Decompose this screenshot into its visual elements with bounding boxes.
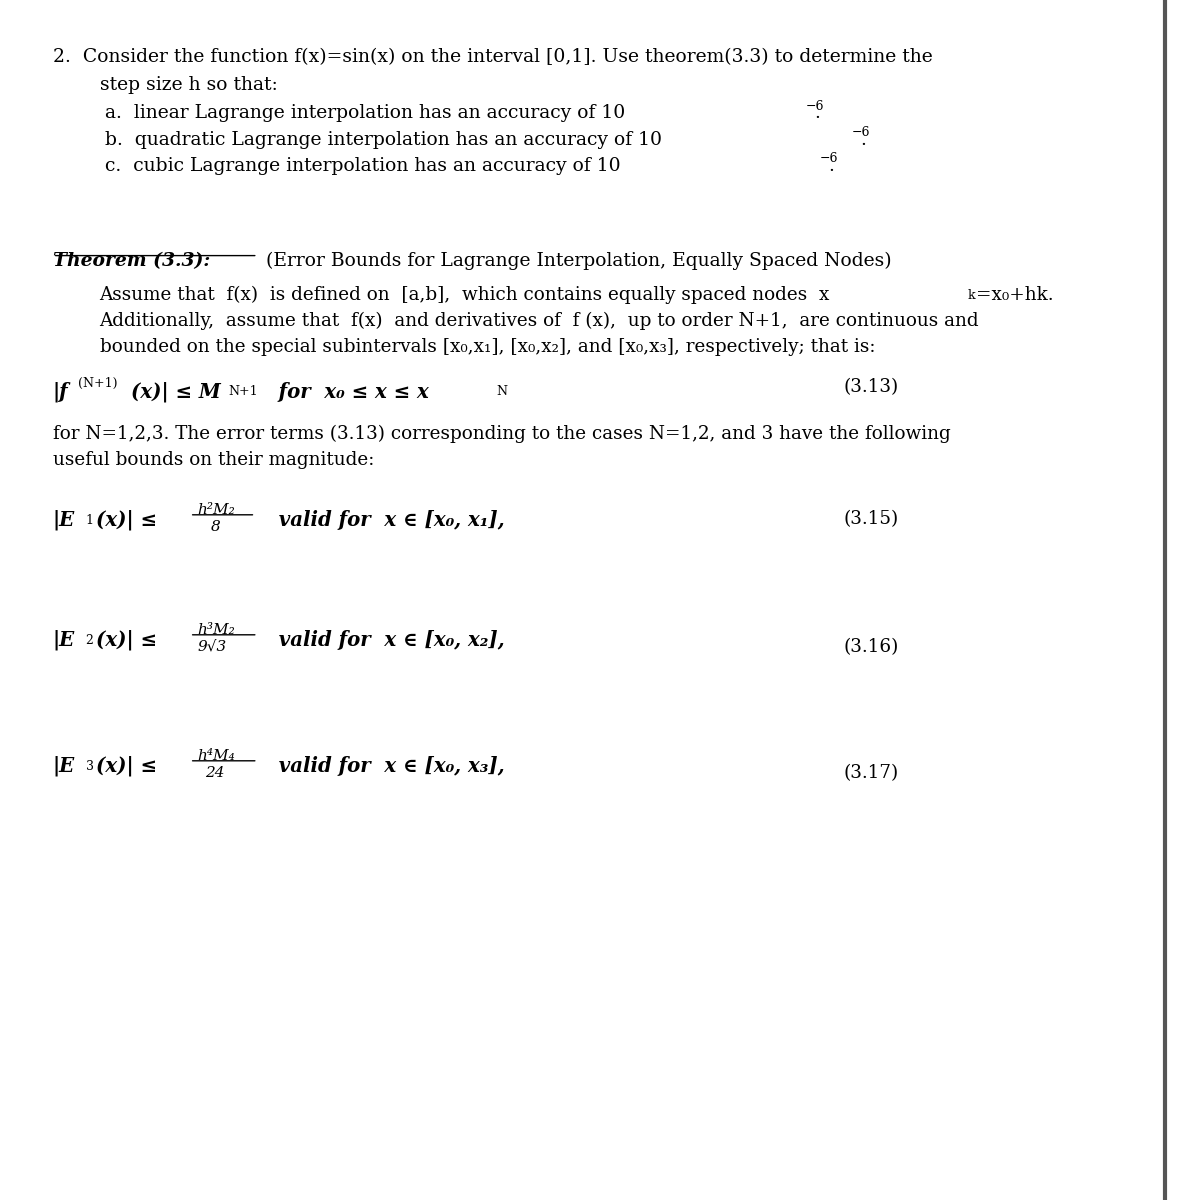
Text: −6: −6 xyxy=(806,100,824,113)
Text: =x₀+hk.: =x₀+hk. xyxy=(976,286,1054,304)
Text: |E: |E xyxy=(53,630,74,650)
Text: N+1: N+1 xyxy=(228,385,258,398)
Text: −6: −6 xyxy=(820,152,839,166)
Text: (x)| ≤: (x)| ≤ xyxy=(96,510,157,530)
Text: for N=1,2,3. The error terms (3.13) corresponding to the cases N=1,2, and 3 have: for N=1,2,3. The error terms (3.13) corr… xyxy=(53,425,950,443)
Text: (3.16): (3.16) xyxy=(844,638,899,656)
Text: (x)| ≤: (x)| ≤ xyxy=(96,756,157,776)
Text: |f: |f xyxy=(53,382,68,402)
Text: 8: 8 xyxy=(211,520,221,534)
Text: (Error Bounds for Lagrange Interpolation, Equally Spaced Nodes): (Error Bounds for Lagrange Interpolation… xyxy=(260,252,892,270)
Text: (x)| ≤: (x)| ≤ xyxy=(96,630,157,650)
Text: b.  quadratic Lagrange interpolation has an accuracy of 10: b. quadratic Lagrange interpolation has … xyxy=(106,131,662,149)
Text: 3: 3 xyxy=(85,760,94,773)
Text: h⁴M₄: h⁴M₄ xyxy=(197,749,234,763)
Text: (N+1): (N+1) xyxy=(78,377,118,390)
Text: .: . xyxy=(814,104,820,122)
Text: Additionally,  assume that  f(x)  and derivatives of  f (x),  up to order N+1,  : Additionally, assume that f(x) and deriv… xyxy=(100,312,979,330)
Text: |E: |E xyxy=(53,510,74,530)
Text: .: . xyxy=(859,131,865,149)
Text: (3.13): (3.13) xyxy=(844,378,899,396)
Text: (3.15): (3.15) xyxy=(844,510,899,528)
Text: (3.17): (3.17) xyxy=(844,764,899,782)
Text: |E: |E xyxy=(53,756,74,776)
Text: k: k xyxy=(967,289,976,302)
Text: bounded on the special subintervals [x₀,x₁], [x₀,x₂], and [x₀,x₃], respectively;: bounded on the special subintervals [x₀,… xyxy=(100,338,875,356)
Text: step size h so that:: step size h so that: xyxy=(100,76,277,94)
Text: 9√3: 9√3 xyxy=(198,640,227,654)
Text: 2: 2 xyxy=(85,634,94,647)
Text: for  x₀ ≤ x ≤ x: for x₀ ≤ x ≤ x xyxy=(258,382,428,402)
Text: −6: −6 xyxy=(852,126,870,139)
Text: h³M₂: h³M₂ xyxy=(197,623,234,637)
Text: Assume that  f(x)  is defined on  [a,b],  which contains equally spaced nodes  x: Assume that f(x) is defined on [a,b], wh… xyxy=(100,286,830,304)
Text: c.  cubic Lagrange interpolation has an accuracy of 10: c. cubic Lagrange interpolation has an a… xyxy=(106,157,622,175)
Text: valid for  x ∈ [x₀, x₁],: valid for x ∈ [x₀, x₁], xyxy=(265,510,504,530)
Text: Theorem (3.3):: Theorem (3.3): xyxy=(53,252,210,270)
Text: .: . xyxy=(828,157,834,175)
Text: N: N xyxy=(497,385,508,398)
Text: (x)| ≤ M: (x)| ≤ M xyxy=(131,382,221,402)
Text: valid for  x ∈ [x₀, x₃],: valid for x ∈ [x₀, x₃], xyxy=(265,756,504,776)
Text: a.  linear Lagrange interpolation has an accuracy of 10: a. linear Lagrange interpolation has an … xyxy=(106,104,625,122)
Text: 1: 1 xyxy=(85,514,94,527)
Text: 24: 24 xyxy=(205,766,224,780)
Text: h²M₂: h²M₂ xyxy=(197,503,234,517)
Text: valid for  x ∈ [x₀, x₂],: valid for x ∈ [x₀, x₂], xyxy=(265,630,504,650)
Text: useful bounds on their magnitude:: useful bounds on their magnitude: xyxy=(53,451,374,469)
Text: 2.  Consider the function f(x)=sin(x) on the interval [0,1]. Use theorem(3.3) to: 2. Consider the function f(x)=sin(x) on … xyxy=(53,48,932,66)
